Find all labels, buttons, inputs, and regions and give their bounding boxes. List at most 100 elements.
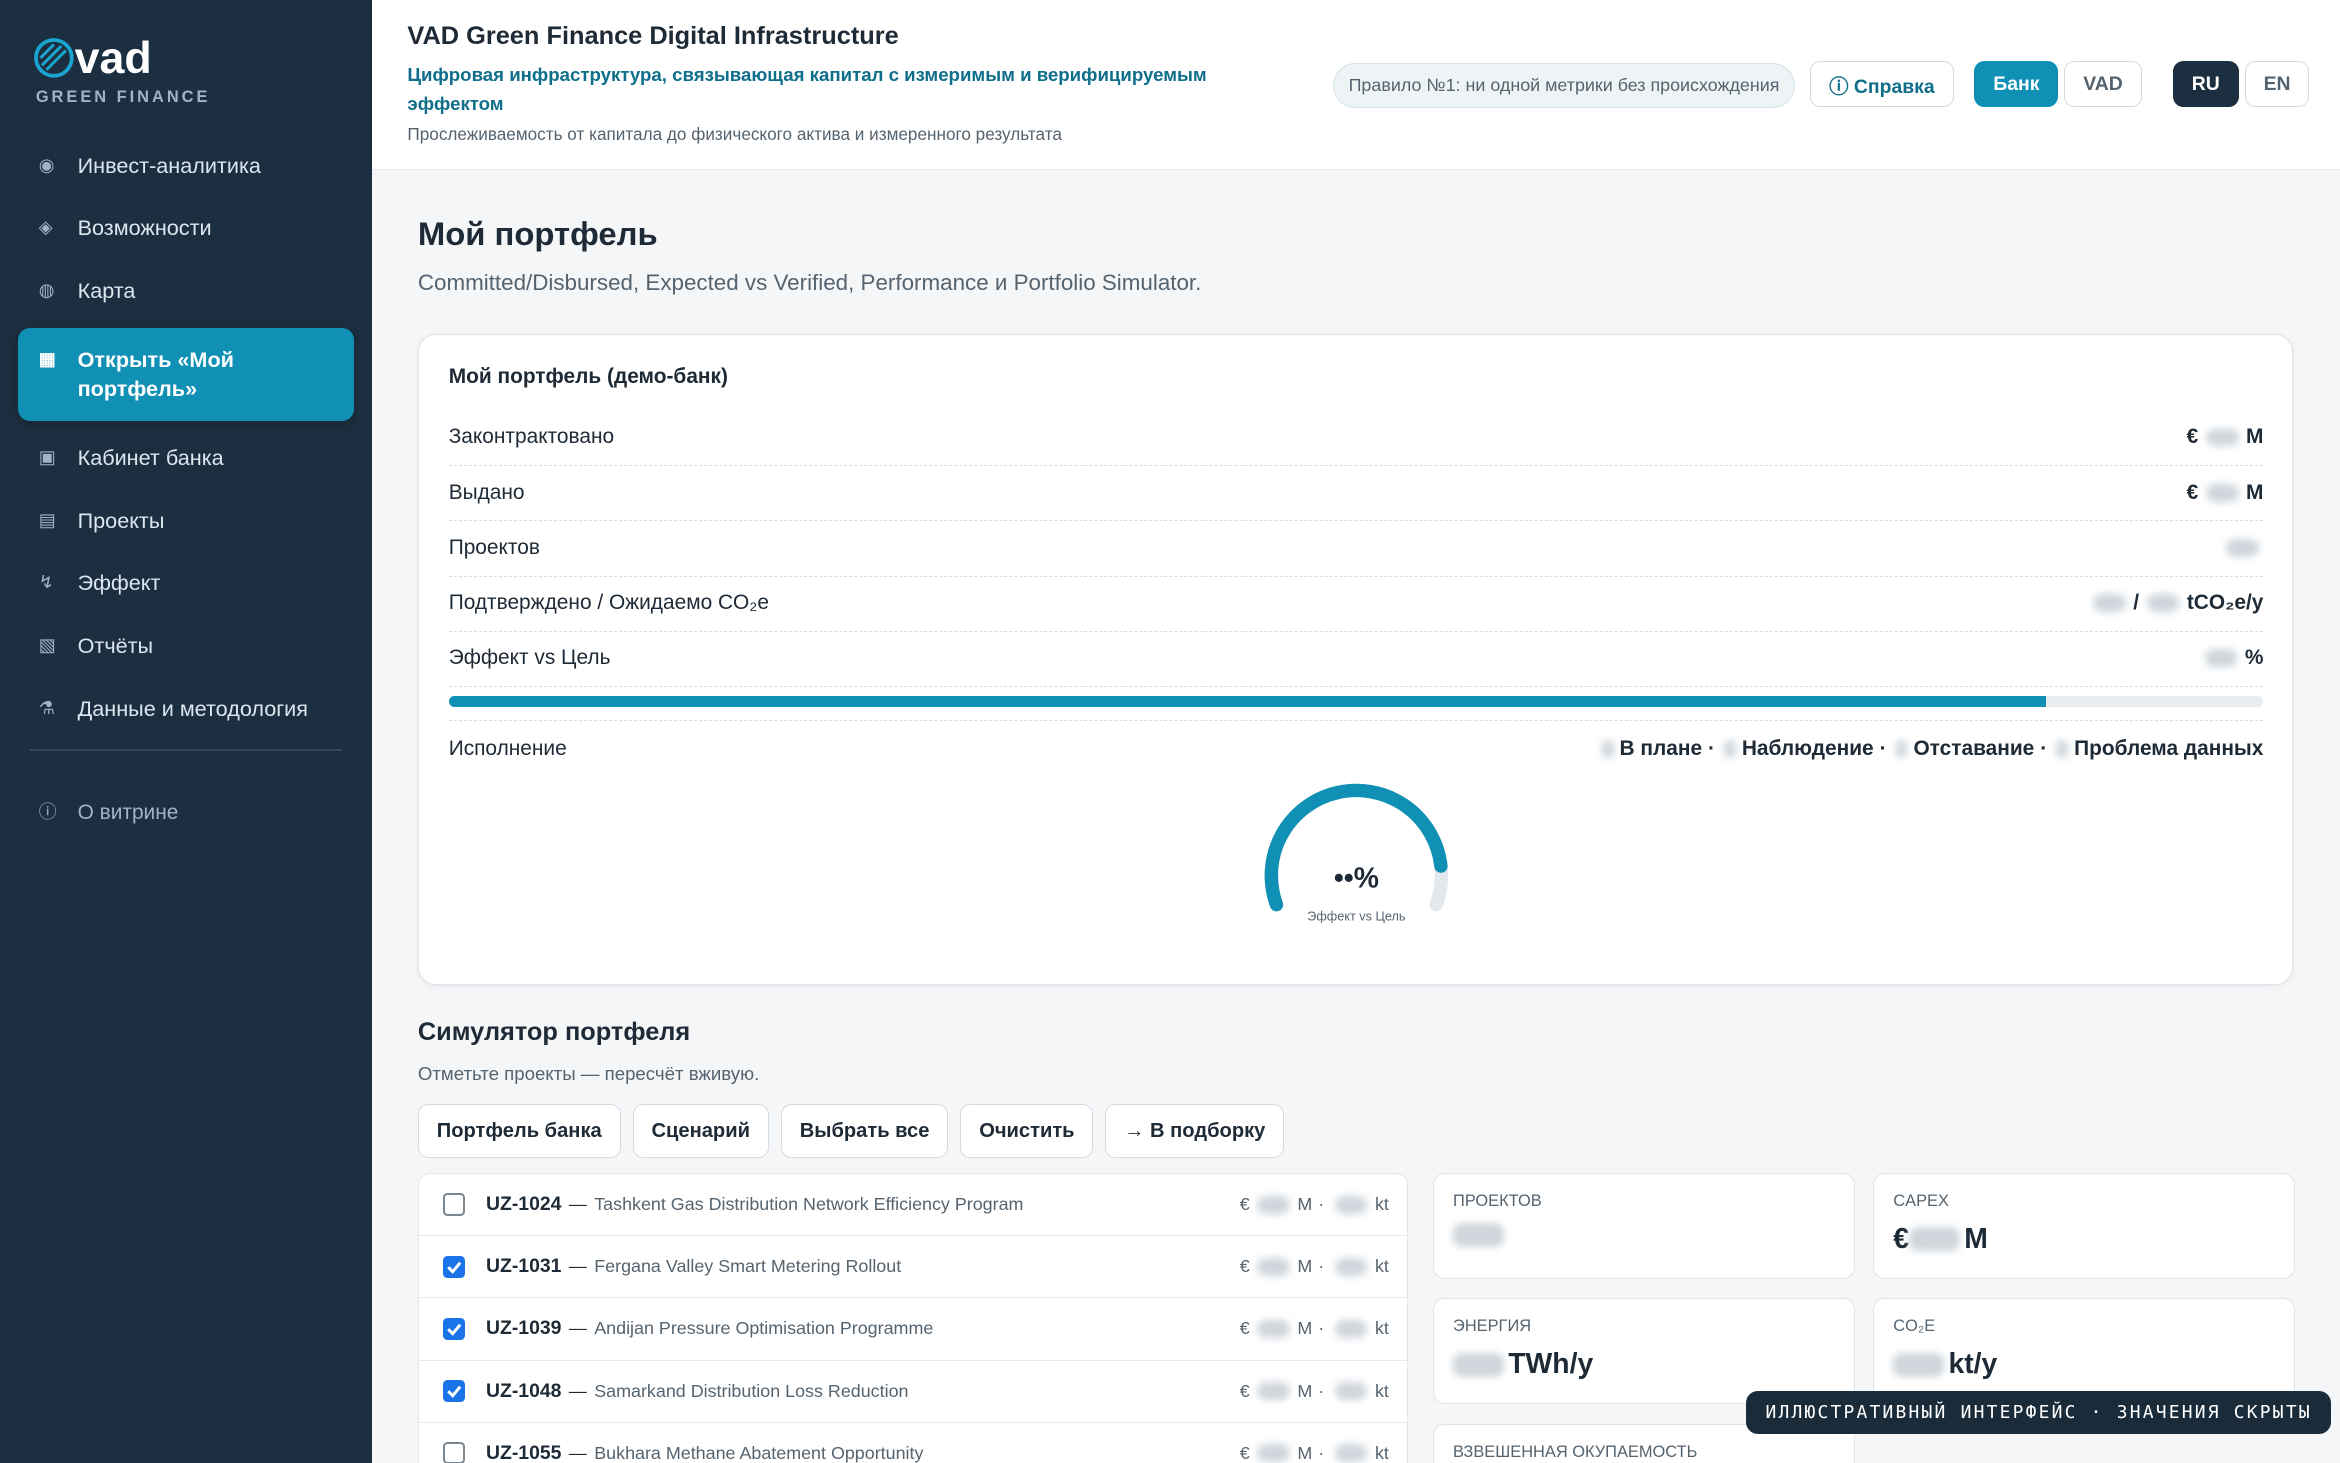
nav-item[interactable]: ▤ Проекты [18,489,354,552]
status-separator: · [2040,736,2048,760]
row-value: / tCO₂e/y [2089,591,2263,615]
sim-button[interactable]: Выбрать все [780,1104,949,1159]
about[interactable]: ⓘ О витрине [18,782,354,845]
row-label: Проектов [448,535,540,559]
role-button[interactable]: Банк [1974,61,2059,108]
metric-card: CAPEX € M [1872,1172,2296,1279]
status-separator: · [1708,736,1715,760]
unit-separator: · [1318,1194,1325,1215]
project-list: UZ-1024 — Tashkent Gas Distribution Networ… [417,1172,1408,1463]
project-values: € M · kt [1240,1256,1389,1277]
metric-row: Подтверждено / Ожидаемо CO₂e / tCO₂e/y [448,576,2264,632]
language-button[interactable]: EN [2244,61,2310,108]
currency: € [1239,1194,1250,1215]
checkbox[interactable] [442,1255,466,1278]
project-row[interactable]: UZ-1024 — Tashkent Gas Distribution Networ… [418,1174,1407,1237]
hidden-value [2204,649,2238,668]
money-unit: M [1297,1194,1313,1215]
project-values: € M · kt [1240,1443,1389,1463]
co2-unit: kt [1374,1256,1389,1277]
nav-label: Карта [77,278,136,304]
nav-item[interactable]: ◍ Карта [18,260,354,323]
sim-button[interactable]: Сценарий [632,1104,769,1159]
nav-item[interactable]: ⚗ Данные и методология [18,677,354,740]
hidden-value [1909,1227,1960,1252]
language-button[interactable]: RU [2172,61,2239,108]
check [446,1385,462,1398]
project-id: UZ-1039 [485,1317,562,1340]
logo[interactable]: vad [33,33,152,84]
nav-item[interactable]: ⓘ О витрине [18,782,354,845]
row-value: € M [2187,481,2264,505]
project-dash: — [568,1256,587,1277]
nav-item[interactable]: ▧ Отчёты [18,615,354,678]
co2-unit: kt [1374,1194,1389,1215]
performance-row: Исполнение В плане · Наблюдение · Отставание… [448,720,2264,776]
header-subtitle: Цифровая инфраструктура, связывающая кап… [407,64,1207,114]
gauge: ••% Эффект vs Цель [1264,783,1448,923]
checkbox[interactable] [442,1193,466,1216]
nav-icon: ▤ [38,509,56,530]
role-switch: Банк VAD [1974,61,2142,108]
checkbox[interactable] [442,1442,466,1463]
money-unit: M [1297,1318,1313,1339]
status-count [2056,739,2069,758]
progress-track [448,696,2264,707]
hidden-value [1257,1444,1290,1463]
value-suffix: M [2245,480,2264,504]
metric-row: Эффект vs Цель% [448,631,2264,687]
role-button[interactable]: VAD [2064,61,2142,108]
nav-item[interactable]: ◈ Возможности [18,197,354,260]
project-row[interactable]: UZ-1048 — Samarkand Distribution Loss Redu… [418,1361,1407,1423]
sim-button[interactable]: Портфель банка [417,1104,621,1159]
hidden-value [1257,1382,1290,1401]
header-caption: Прослеживаемость от капитала до физическ… [407,123,1062,144]
nav-icon: ◈ [38,217,53,238]
value-suffix: kt/y [1948,1348,1998,1381]
currency: € [1239,1318,1250,1339]
project-row[interactable]: UZ-1031 — Fergana Valley Smart Metering Ro… [418,1236,1407,1299]
checkbox[interactable] [442,1379,466,1403]
project-row[interactable]: UZ-1039 — Andijan Pressure Optimisation Pr… [418,1298,1407,1361]
project-dash: — [568,1380,587,1401]
value-suffix: % [2244,646,2264,670]
co2-unit: kt [1374,1442,1389,1463]
nav-item[interactable]: ◉ Инвест-аналитика [18,134,354,197]
divider [29,749,342,751]
co2-unit: kt [1374,1318,1389,1339]
hidden-value [1334,1319,1368,1338]
currency: € [1239,1380,1250,1401]
sim-button[interactable]: → В подборку [1105,1104,1285,1159]
header: VAD Green Finance Digital Infrastructure… [371,0,2340,170]
value-suffix: M [2245,425,2264,449]
help-button[interactable]: ⓘ Справка [1810,61,1954,108]
gauge-caption: Эффект vs Цель [1307,909,1406,923]
sim-button[interactable]: Очистить [960,1104,1094,1159]
nav-item[interactable]: ↯ Эффект [18,552,354,615]
nav-label: О витрине [77,801,179,825]
unit-separator: · [1318,1256,1325,1277]
status-legend: В плане · Наблюдение · Отставание · Проблема д… [1599,736,2263,761]
project-name: Fergana Valley Smart Metering Rollout [594,1256,902,1277]
hidden-value [1334,1382,1368,1401]
check [446,1261,462,1274]
nav-item[interactable]: ▣ Кабинет банка [18,427,354,490]
metric-value: kt/y [1893,1348,2275,1381]
co2-unit: kt [1374,1380,1389,1401]
progress-fill [448,696,2046,707]
value-suffix: M [1964,1222,1988,1255]
nav-label: Проекты [77,507,165,533]
nav-item[interactable]: ▦ Открыть «Мой портфель» [17,328,354,421]
project-row[interactable]: UZ-1055 — Bukhara Methane Abatement Opport… [419,1423,1407,1463]
nav-icon: ▦ [38,348,56,369]
project-name: Samarkand Distribution Loss Reduction [594,1380,909,1401]
simulator-buttons: Портфель банка Сценарий Выбрать все Очистит… [417,1104,1285,1159]
project-name: Tashkent Gas Distribution Network Effici… [594,1194,1024,1215]
hidden-value [1453,1222,1504,1247]
project-id: UZ-1031 [485,1255,562,1278]
status-count [1895,739,1908,758]
status-label: Отставание [1913,736,2035,760]
checkbox[interactable] [442,1317,466,1341]
hidden-value [1893,1352,1945,1377]
